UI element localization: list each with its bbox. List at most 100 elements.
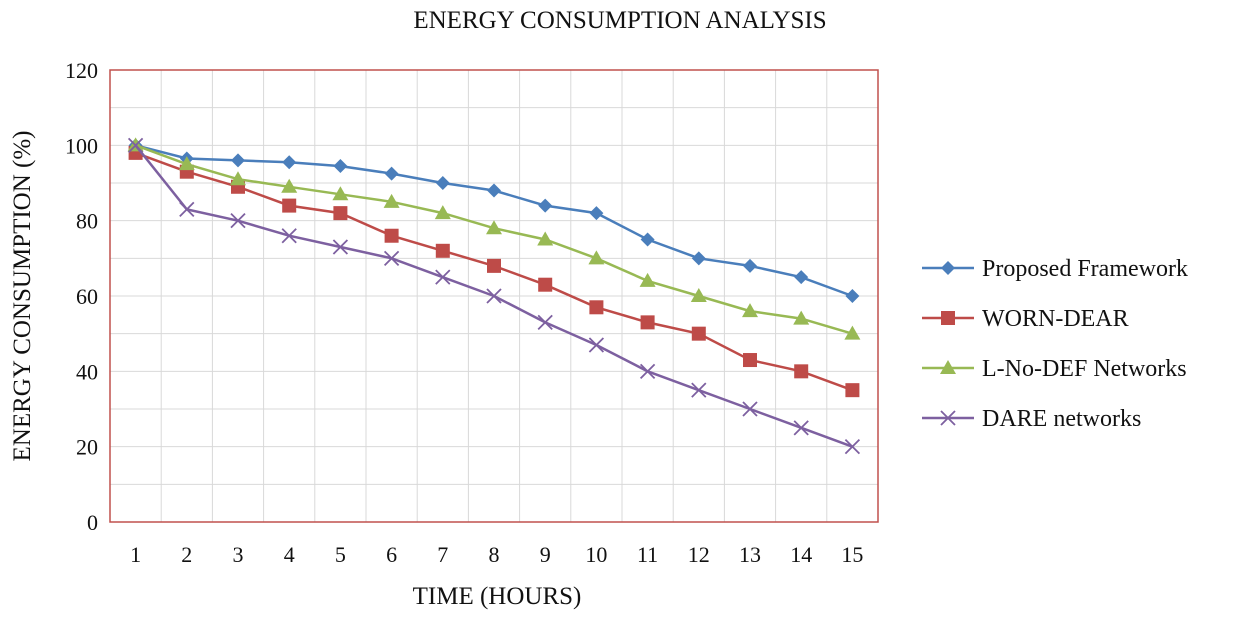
data-point <box>487 258 501 273</box>
data-point <box>435 176 450 190</box>
y-tick-label: 20 <box>76 435 98 460</box>
y-axis-label: ENERGY CONSUMPTION (%) <box>9 130 36 461</box>
x-tick-label: 8 <box>489 542 500 567</box>
x-tick-labels: 1 2 3 4 5 6 7 8 9 10 11 12 13 14 15 <box>130 542 863 567</box>
y-tick-label: 40 <box>76 359 98 384</box>
series-lines <box>127 137 861 455</box>
data-point <box>844 439 861 455</box>
legend-marker <box>940 410 956 426</box>
legend-label: DARE networks <box>982 406 1141 432</box>
data-point <box>179 201 195 218</box>
data-point <box>178 156 195 171</box>
data-point <box>281 228 297 244</box>
data-point <box>537 314 553 331</box>
data-point <box>794 270 809 285</box>
data-point <box>435 243 450 258</box>
data-point <box>691 326 706 341</box>
data-point <box>639 272 656 287</box>
series-dare-networks <box>127 137 861 455</box>
data-point <box>844 325 861 340</box>
data-point <box>639 363 656 379</box>
data-point <box>691 251 706 266</box>
data-point <box>538 277 553 292</box>
data-point <box>589 206 604 221</box>
data-point <box>588 337 605 353</box>
data-point <box>640 232 655 247</box>
chart-title: ENERGY CONSUMPTION ANALYSIS <box>413 7 826 34</box>
data-point <box>743 258 757 273</box>
data-point <box>282 155 297 170</box>
data-point <box>435 269 451 285</box>
series-worn-dear <box>128 145 860 398</box>
data-point <box>434 205 451 220</box>
legend-label: Proposed Framework <box>982 256 1188 282</box>
x-tick-label: 3 <box>233 542 244 567</box>
data-point <box>743 353 757 368</box>
x-tick-label: 7 <box>437 542 448 567</box>
x-tick-label: 15 <box>841 542 863 567</box>
legend-marker <box>941 261 955 275</box>
legend-label: WORN-DEAR <box>982 306 1129 332</box>
legend-marker <box>941 311 955 325</box>
data-point <box>383 250 400 266</box>
x-tick-label: 13 <box>739 542 761 567</box>
x-tick-label: 14 <box>790 542 812 567</box>
x-tick-label: 10 <box>585 542 607 567</box>
data-point <box>282 198 297 213</box>
data-point <box>538 198 553 213</box>
series-l-no-def-networks <box>127 137 861 340</box>
data-point <box>333 206 348 221</box>
plot-area-border <box>109 69 879 523</box>
data-point <box>230 213 246 229</box>
legend-entry: DARE networks <box>922 406 1141 432</box>
data-point <box>486 288 502 304</box>
data-point <box>690 288 707 302</box>
data-point <box>640 315 655 330</box>
x-tick-label: 2 <box>181 542 192 567</box>
data-point <box>486 220 502 235</box>
data-point <box>384 228 399 243</box>
data-point <box>231 153 245 168</box>
data-point <box>589 300 604 315</box>
data-point <box>742 401 758 417</box>
data-point <box>230 171 246 186</box>
data-point <box>845 383 860 398</box>
data-point <box>691 382 707 398</box>
x-axis-label: TIME (HOURS) <box>413 583 582 610</box>
x-tick-label: 5 <box>335 542 346 567</box>
x-tick-label: 12 <box>688 542 710 567</box>
data-point <box>332 186 349 201</box>
data-point <box>793 420 809 436</box>
y-tick-label: 120 <box>65 58 98 83</box>
x-tick-label: 4 <box>284 542 295 567</box>
data-point <box>537 231 554 246</box>
series-proposed-framework <box>128 138 860 303</box>
data-point <box>332 239 349 255</box>
legend-entry: L-No-DEF Networks <box>922 356 1187 382</box>
data-point <box>845 289 860 303</box>
series-line <box>135 144 853 335</box>
legend-label: L-No-DEF Networks <box>982 356 1187 382</box>
data-point <box>281 178 298 193</box>
y-tick-labels: 0 20 40 60 80 100 120 <box>65 58 98 535</box>
legend-entry: WORN-DEAR <box>922 306 1129 332</box>
y-tick-label: 80 <box>76 209 98 234</box>
data-point <box>588 250 605 265</box>
x-tick-label: 1 <box>130 542 141 567</box>
data-point <box>487 183 501 198</box>
data-point <box>127 137 144 153</box>
x-tick-label: 9 <box>540 542 551 567</box>
legend-marker <box>940 360 956 374</box>
data-point <box>793 310 810 325</box>
data-point <box>383 193 400 208</box>
legend-entry: Proposed Framework <box>922 256 1188 282</box>
data-point <box>794 364 809 379</box>
legend: Proposed Framework WORN-DEAR L-No-DEF Netw… <box>922 256 1188 432</box>
data-point <box>742 303 758 318</box>
data-point <box>333 159 348 174</box>
y-tick-label: 100 <box>65 133 98 158</box>
x-tick-label: 6 <box>386 542 397 567</box>
data-point <box>384 166 399 181</box>
y-tick-label: 60 <box>76 284 98 309</box>
